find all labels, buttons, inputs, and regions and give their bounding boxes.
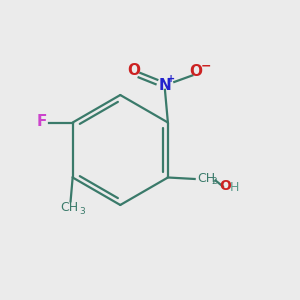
Text: −: − — [200, 59, 211, 72]
Text: 3: 3 — [79, 207, 85, 216]
Text: CH: CH — [61, 201, 79, 214]
Text: +: + — [167, 74, 175, 84]
Text: H: H — [230, 181, 239, 194]
Text: O: O — [127, 63, 140, 78]
Text: O: O — [190, 64, 202, 79]
Text: 2: 2 — [212, 177, 217, 186]
Text: N: N — [158, 78, 171, 93]
Text: F: F — [36, 114, 46, 129]
Text: CH: CH — [198, 172, 216, 184]
Text: O: O — [219, 179, 231, 194]
